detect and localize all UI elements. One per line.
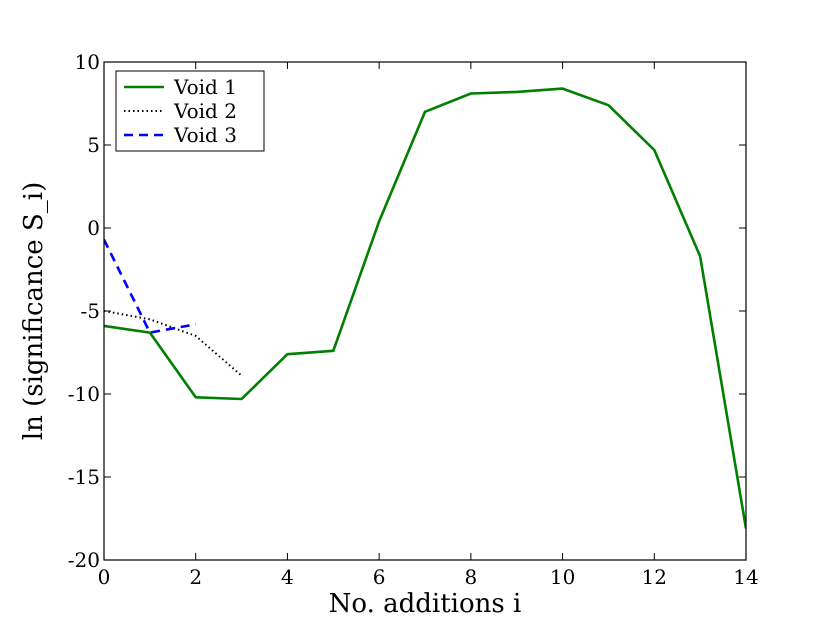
y-tick-label: 5	[87, 133, 100, 157]
series-layer	[104, 87, 746, 529]
series-line-2	[104, 310, 243, 377]
ticks-layer: 0 2 4 6 8 10 12 14 -20 -15 -10 -5 0 5 10	[68, 50, 759, 589]
y-tick-label: -10	[68, 382, 100, 406]
y-tick-label: -20	[68, 548, 100, 572]
x-tick-label: 12	[642, 565, 667, 589]
legend-label: Void 1	[173, 75, 237, 99]
x-axis-label: No. additions i	[329, 589, 522, 619]
x-tick-label: 6	[373, 565, 386, 589]
legend-box	[115, 70, 265, 152]
x-tick-label: 8	[464, 565, 477, 589]
y-tick-label: -5	[81, 299, 100, 323]
y-tick-label: 0	[87, 216, 100, 240]
x-tick-label: 4	[281, 565, 294, 589]
legend-label: Void 2	[173, 99, 237, 123]
series-line-3	[104, 239, 196, 334]
x-tick-label: 2	[189, 565, 202, 589]
legend-label: Void 3	[173, 123, 237, 147]
y-tick-label: -15	[68, 465, 100, 489]
x-tick-label: 0	[98, 565, 111, 589]
y-axis-label: ln (significance S_i)	[19, 182, 49, 440]
y-tick-label: 10	[75, 50, 100, 74]
x-tick-label: 14	[733, 565, 758, 589]
x-tick-label: 10	[550, 565, 575, 589]
series-line-1	[104, 87, 746, 529]
